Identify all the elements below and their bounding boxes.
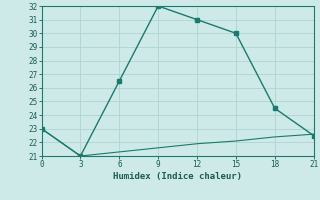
X-axis label: Humidex (Indice chaleur): Humidex (Indice chaleur): [113, 172, 242, 181]
